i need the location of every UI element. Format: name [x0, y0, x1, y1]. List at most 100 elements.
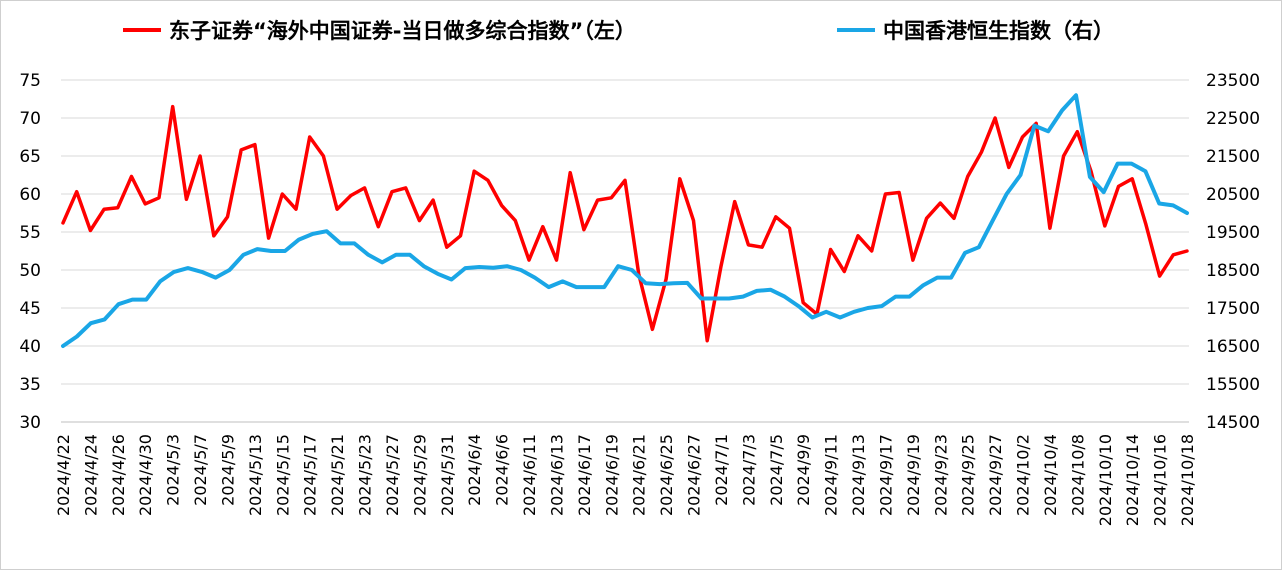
- right-tick-label-19500: 19500: [1206, 223, 1260, 243]
- series-1-point-81: [1186, 212, 1188, 214]
- series-1-point-54: [811, 316, 814, 319]
- series-0-point-13: [240, 149, 242, 151]
- series-1-point-15: [270, 250, 272, 252]
- series-1-point-24: [395, 254, 397, 256]
- x-tick-label-9: 2024/5/17: [301, 434, 320, 516]
- series-1-point-78: [1144, 170, 1147, 172]
- series-1-point-59: [880, 305, 883, 307]
- x-tick-label-7: 2024/5/13: [246, 434, 265, 516]
- series-1-point-63: [936, 276, 938, 279]
- x-tick-label-0: 2024/4/22: [54, 434, 73, 516]
- series-0-point-22: [363, 187, 366, 189]
- series-0-point-6: [144, 203, 146, 205]
- legend-label-blue: 中国香港恒生指数（右）: [883, 19, 1114, 43]
- x-tick-label-28: 2024/9/11: [822, 434, 841, 516]
- series-1-point-27: [436, 273, 439, 275]
- series-line-0: [61, 104, 1189, 343]
- series-0-point-69: [1008, 166, 1010, 169]
- series-0-point-66: [966, 175, 969, 178]
- x-tick-label-15: 2024/6/4: [465, 434, 484, 506]
- left-tick-label-50: 50: [19, 261, 41, 281]
- series-0-point-23: [377, 225, 380, 228]
- series-0-point-80: [1158, 275, 1161, 277]
- series-0-point-72: [1049, 227, 1051, 229]
- x-tick-label-13: 2024/5/29: [410, 434, 429, 516]
- series-0-point-54: [802, 301, 804, 304]
- series-1-point-70: [1033, 124, 1036, 127]
- series-1-point-74: [1089, 176, 1091, 178]
- series-0-point-36: [555, 259, 558, 261]
- left-tick-label-75: 75: [19, 71, 41, 91]
- series-0-point-39: [596, 199, 599, 201]
- series-1-point-41: [631, 269, 633, 271]
- series-1-point-6: [145, 298, 148, 301]
- series-1-point-12: [228, 269, 231, 271]
- x-tick-label-20: 2024/6/19: [602, 434, 621, 516]
- series-1-point-76: [1116, 162, 1119, 165]
- series-0-point-53: [788, 227, 791, 229]
- series-1-point-25: [409, 254, 411, 256]
- series-0-point-3: [103, 208, 105, 210]
- series-0-point-16: [281, 193, 284, 195]
- x-tick-label-6: 2024/5/9: [218, 434, 237, 506]
- series-1-point-64: [950, 276, 952, 279]
- x-tick-label-29: 2024/9/13: [849, 434, 868, 516]
- series-0-point-49: [733, 200, 736, 203]
- right-y-axis: 14500 15500 16500 17500 18500 19500 20500 21500…: [1206, 71, 1260, 433]
- x-tick-label-37: 2024/10/8: [1068, 434, 1087, 516]
- right-tick-label-16500: 16500: [1206, 337, 1260, 357]
- series-1-point-31: [492, 266, 495, 269]
- series-1-point-73: [1075, 94, 1077, 96]
- x-tick-label-40: 2024/10/16: [1151, 434, 1170, 526]
- x-tick-label-4: 2024/5/3: [164, 434, 183, 506]
- x-tick-label-23: 2024/6/27: [685, 434, 704, 516]
- series-line-1: [61, 93, 1189, 348]
- x-tick-label-24: 2024/7/1: [712, 434, 731, 506]
- left-y-axis: 30 35 40 45 50 55 60 65 70 75: [19, 71, 41, 433]
- series-0-point-21: [350, 194, 352, 197]
- series-1-point-66: [978, 246, 980, 248]
- x-tick-label-33: 2024/9/25: [959, 434, 978, 516]
- x-axis: 2024/4/22 2024/4/24 2024/4/26 2024/4/30 2024…: [54, 421, 1197, 526]
- series-1-point-42: [645, 282, 647, 285]
- series-0-point-70: [1021, 136, 1024, 138]
- series-0-point-25: [404, 187, 407, 189]
- series-0-point-76: [1104, 225, 1106, 227]
- x-tick-label-2: 2024/4/26: [109, 434, 128, 516]
- series-1-point-23: [381, 261, 384, 264]
- series-0-point-0: [62, 222, 64, 224]
- series-0-point-77: [1117, 185, 1120, 188]
- x-tick-label-22: 2024/6/25: [657, 434, 676, 516]
- right-tick-label-23500: 23500: [1206, 71, 1260, 91]
- x-tick-label-11: 2024/5/23: [356, 434, 375, 516]
- series-1-point-20: [339, 242, 342, 245]
- series-0-point-81: [1172, 254, 1175, 256]
- x-tick-label-5: 2024/5/7: [191, 434, 210, 506]
- series-1-point-38: [589, 286, 592, 288]
- series-1-point-21: [353, 242, 356, 245]
- series-0-point-2: [89, 229, 92, 232]
- series-1-point-62: [922, 284, 925, 287]
- series-1-point-19: [325, 230, 328, 232]
- series-1-point-17: [298, 238, 300, 241]
- series-0-point-19: [322, 155, 325, 157]
- series-1-point-36: [561, 280, 564, 283]
- series-0-point-17: [295, 208, 297, 210]
- series-0-point-10: [199, 155, 201, 157]
- series-1-point-34: [534, 276, 536, 279]
- series-0-point-47: [706, 339, 708, 342]
- series-1-point-79: [1158, 202, 1160, 205]
- series-0-point-50: [747, 244, 750, 246]
- series-0-point-30: [473, 170, 476, 172]
- left-tick-label-70: 70: [19, 109, 41, 129]
- series-0-point-64: [939, 202, 942, 204]
- series-1-point-75: [1102, 191, 1105, 193]
- series-1-point-11: [214, 276, 217, 279]
- series-0-point-33: [514, 219, 517, 222]
- series-1-point-10: [201, 271, 203, 273]
- series-1-point-47: [714, 297, 716, 300]
- x-tick-label-19: 2024/6/17: [575, 434, 594, 516]
- x-tick-label-36: 2024/10/4: [1041, 434, 1060, 516]
- series-0-point-14: [254, 143, 256, 146]
- left-tick-label-30: 30: [19, 413, 41, 433]
